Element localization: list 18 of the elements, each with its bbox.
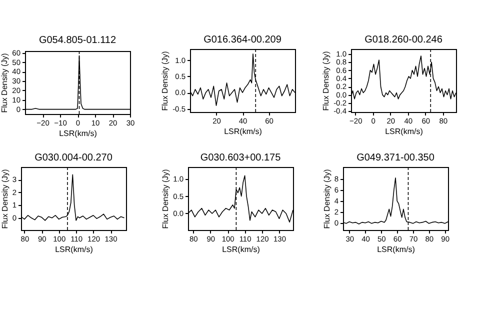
x-axis-title: LSR(km/s) xyxy=(59,129,98,138)
y-axis-title: Flux Density (Jy) xyxy=(0,52,10,113)
x-axis-title: LSR(km/s) xyxy=(222,245,260,254)
y-axis-title: Flux Density (Jy) xyxy=(322,50,331,111)
y-axis-title: Flux Density (Jy) xyxy=(0,168,10,229)
chart-title: G054.805-01.112 xyxy=(38,34,116,46)
x-axis-title: LSR(km/s) xyxy=(385,127,424,136)
x-axis-title: LSR(km/s) xyxy=(55,245,94,254)
chart-title: G049.371-00.350 xyxy=(356,152,435,164)
chart-title: G030.603+00.175 xyxy=(200,152,282,164)
chart-title: G030.004-00.270 xyxy=(34,152,113,164)
y-axis-title: Flux Density (Jy) xyxy=(160,50,170,111)
chart-title: G018.260-00.246 xyxy=(364,34,443,46)
y-axis-title: Flux Density (Jy) xyxy=(322,168,332,229)
x-axis-title: LSR(km/s) xyxy=(377,245,416,254)
chart-title: G016.364-00.209 xyxy=(204,34,282,46)
y-axis-title: Flux Density (Jy) xyxy=(161,168,170,229)
x-axis-title: LSR(km/s) xyxy=(224,127,262,136)
